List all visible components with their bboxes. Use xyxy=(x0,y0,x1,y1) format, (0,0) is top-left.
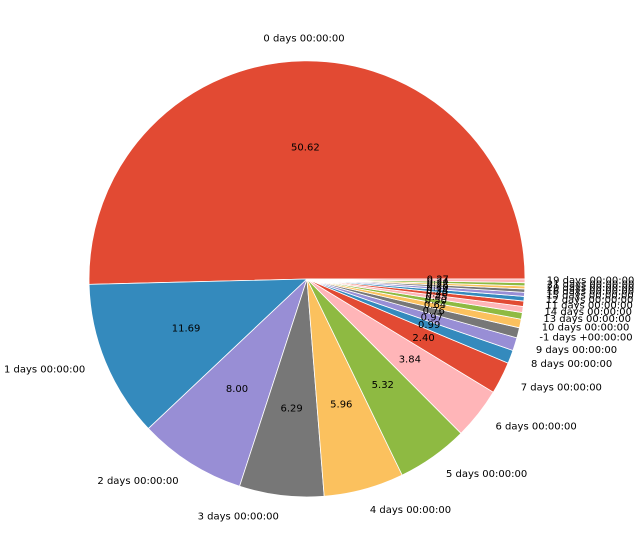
pie-category-labels: 0 days 00:00:00 1 days 00:00:00 2 days 00:… xyxy=(4,34,634,523)
pie-value-label: 0.97 xyxy=(421,313,443,324)
pie-value-label: 0.24 xyxy=(427,277,449,288)
pie-value-label: 3.84 xyxy=(399,354,421,365)
pie-category-label: 3 days 00:00:00 xyxy=(198,512,279,523)
pie-slice-1-days-00-00-00 xyxy=(88,278,308,429)
pie-category-label: 7 days 00:00:00 xyxy=(521,382,602,393)
pie-category-label: 15 days 00:00:00 xyxy=(546,290,634,301)
pie-category-label: 20 days 00:00:00 xyxy=(547,283,635,294)
pie-value-label: 2.40 xyxy=(412,333,434,344)
pie-slice-19-days-00-00-00 xyxy=(306,278,526,284)
pie-value-label: 5.96 xyxy=(330,400,352,411)
pie-slice-0-days-00-00-00 xyxy=(88,60,526,285)
pie-category-label: 12 days 00:00:00 xyxy=(546,295,634,306)
pie-category-label: 19 days 00:00:00 xyxy=(547,276,635,287)
pie-value-label: 0.40 xyxy=(426,288,448,299)
pie-category-label: -1 days +00:00:00 xyxy=(539,333,632,344)
pie-category-label: 0 days 00:00:00 xyxy=(263,34,344,45)
pie-category-label: 4 days 00:00:00 xyxy=(370,505,451,516)
pie-category-label: 9 days 00:00:00 xyxy=(536,345,617,356)
pie-value-label: 0.27 xyxy=(427,275,449,286)
pie-category-label: 21 days 00:00:00 xyxy=(547,279,635,290)
pie-value-label: 0.22 xyxy=(427,279,449,290)
pie-value-label: 11.69 xyxy=(172,323,201,334)
pie-value-label: 50.62 xyxy=(291,143,320,154)
pie-value-label: 8.00 xyxy=(226,384,248,395)
pie-category-label: 10 days 00:00:00 xyxy=(542,323,630,334)
pie-category-label: 14 days 00:00:00 xyxy=(544,307,632,318)
pie-value-label: 6.29 xyxy=(280,403,302,414)
pie-category-label: 16 days 00:00:00 xyxy=(546,286,634,297)
pie-slices xyxy=(88,60,526,498)
pie-value-label: 0.45 xyxy=(425,292,447,303)
pie-value-label: 0.64 xyxy=(424,300,446,311)
pie-value-label: 0.99 xyxy=(418,320,440,331)
pie-value-label: 0.76 xyxy=(423,306,445,317)
pie-category-label: 13 days 00:00:00 xyxy=(543,314,631,325)
pie-slice-2-days-00-00-00 xyxy=(147,278,308,487)
pie-value-label: 0.34 xyxy=(426,285,448,296)
pie-category-label: 11 days 00:00:00 xyxy=(545,301,633,312)
pie-category-label: 1 days 00:00:00 xyxy=(4,365,85,376)
pie-category-label: 5 days 00:00:00 xyxy=(446,469,527,480)
pie-category-label: 8 days 00:00:00 xyxy=(531,359,612,370)
pie-value-label: 5.32 xyxy=(372,380,394,391)
pie-category-label: 2 days 00:00:00 xyxy=(97,476,178,487)
pie-category-label: 6 days 00:00:00 xyxy=(496,422,577,433)
pie-value-label: 0.30 xyxy=(426,283,448,294)
pie-value-label: 0.50 xyxy=(425,296,447,307)
pie-value-label: 0.25 xyxy=(426,280,448,291)
